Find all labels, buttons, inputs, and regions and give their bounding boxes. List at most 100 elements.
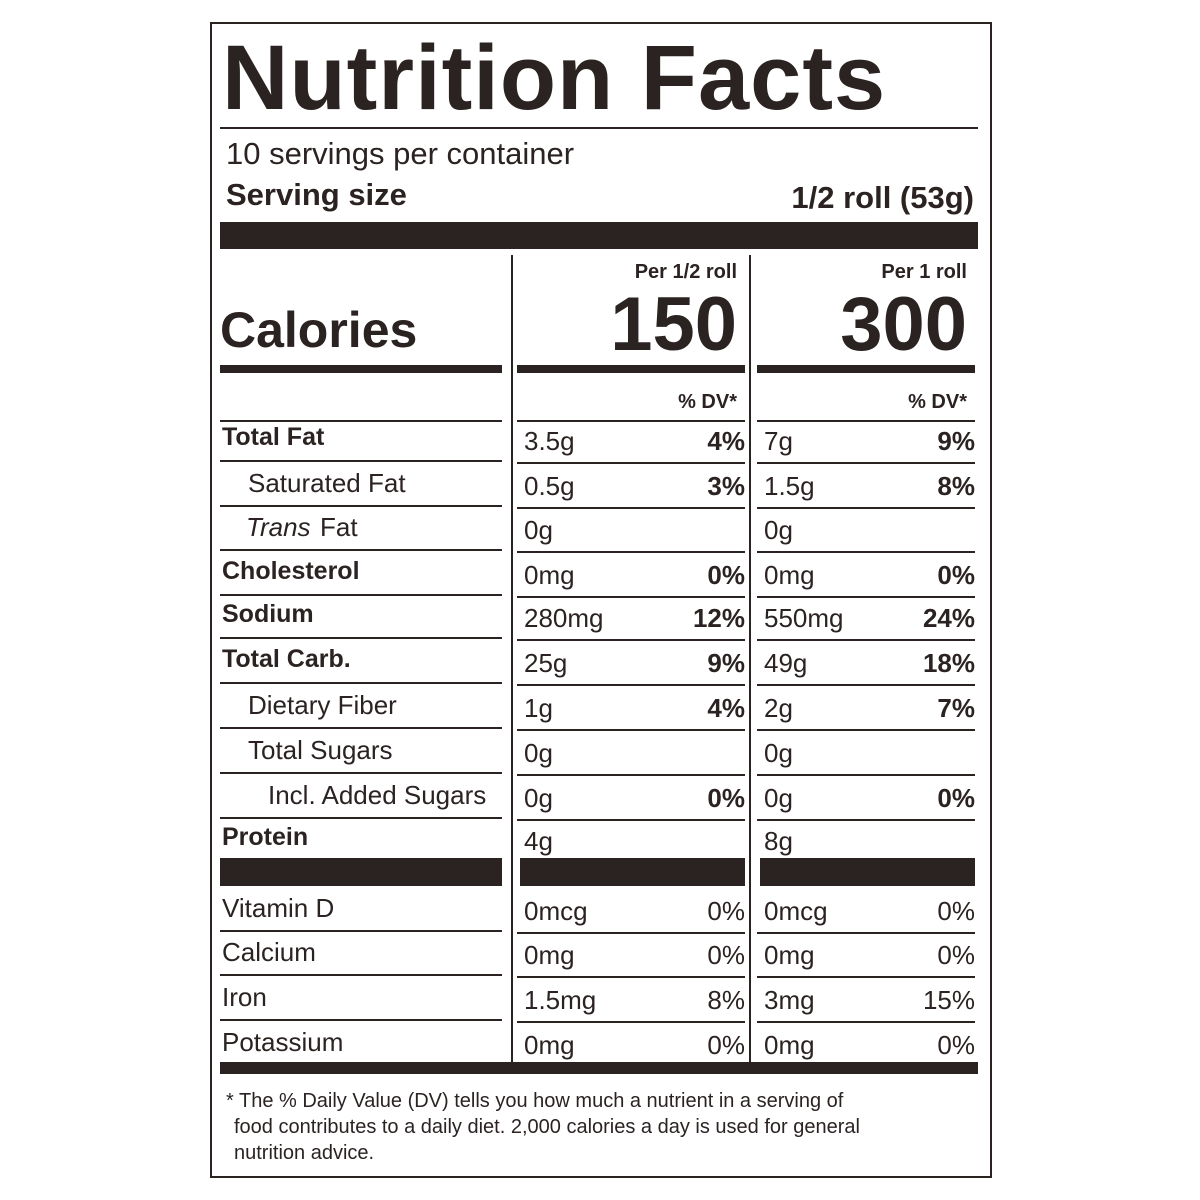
rule <box>220 460 502 462</box>
amount: 0mg <box>764 1030 815 1060</box>
daily-value: 24% <box>922 603 975 633</box>
amount: 0g <box>764 515 793 545</box>
rule <box>517 639 745 641</box>
rule <box>220 420 502 422</box>
rule <box>757 684 975 686</box>
amount: 0g <box>524 738 553 768</box>
rule <box>220 772 502 774</box>
rule <box>220 817 502 819</box>
footnote: * The % Daily Value (DV) tells you how m… <box>226 1090 844 1112</box>
thick-rule <box>520 858 745 886</box>
rule <box>757 596 975 598</box>
rule <box>757 976 975 978</box>
thick-rule <box>760 858 975 886</box>
daily-value: 0% <box>937 896 975 926</box>
rule <box>757 507 975 509</box>
thick-rule <box>757 365 975 373</box>
amount: 0mg <box>524 940 575 970</box>
thick-rule <box>220 1062 978 1074</box>
thick-rule <box>220 365 502 373</box>
daily-value: 0% <box>937 940 975 970</box>
daily-value: 0% <box>707 1030 745 1060</box>
rule <box>220 505 502 507</box>
nutrient-name: Fat <box>320 512 358 542</box>
amount: 0mg <box>524 1030 575 1060</box>
vitamin-name: Calcium <box>222 937 316 967</box>
rule <box>517 684 745 686</box>
rule <box>517 420 745 422</box>
amount: 0mg <box>524 560 575 590</box>
title: Nutrition Facts <box>222 27 887 129</box>
daily-value: 0% <box>707 560 745 590</box>
amount: 0mg <box>764 940 815 970</box>
rule <box>757 819 975 821</box>
nutrient-name: Saturated Fat <box>248 468 406 498</box>
dv-header: % DV* <box>678 391 737 413</box>
rule <box>517 729 745 731</box>
daily-value: 0% <box>937 783 975 813</box>
amount: 550mg <box>764 603 844 633</box>
amount: 280mg <box>524 603 604 633</box>
nutrient-name: Protein <box>222 823 309 851</box>
calories-value: 300 <box>840 282 967 367</box>
rule <box>517 507 745 509</box>
serving-size-value: 1/2 roll (53g) <box>791 179 974 215</box>
daily-value: 9% <box>707 648 745 678</box>
daily-value: 18% <box>922 648 975 678</box>
rule <box>220 637 502 639</box>
footnote: food contributes to a daily diet. 2,000 … <box>234 1116 860 1138</box>
amount: 0g <box>524 515 553 545</box>
calories-label: Calories <box>220 302 418 358</box>
rule <box>517 932 745 934</box>
amount: 0g <box>764 783 793 813</box>
column-header: Per 1/2 roll <box>634 261 737 283</box>
daily-value: 8% <box>707 985 745 1015</box>
amount: 25g <box>524 648 568 678</box>
amount: 1g <box>524 693 553 723</box>
thick-rule <box>220 222 978 249</box>
daily-value: 0% <box>707 896 745 926</box>
rule <box>517 551 745 553</box>
column-divider <box>511 255 513 1063</box>
rule <box>757 420 975 422</box>
dv-header: % DV* <box>908 391 967 413</box>
column-divider <box>749 255 751 1063</box>
amount: 3mg <box>764 985 815 1015</box>
rule <box>757 462 975 464</box>
daily-value: 4% <box>707 693 745 723</box>
rule <box>220 594 502 596</box>
daily-value: 9% <box>937 426 975 456</box>
nutrient-name: Total Fat <box>222 423 325 451</box>
rule <box>517 819 745 821</box>
amount: 8g <box>764 826 793 856</box>
daily-value: 0% <box>937 560 975 590</box>
rule <box>757 774 975 776</box>
vitamin-name: Vitamin D <box>222 893 335 923</box>
rule <box>517 596 745 598</box>
calories-value: 150 <box>610 282 737 367</box>
daily-value: 0% <box>707 783 745 813</box>
rule <box>220 549 502 551</box>
amount: 0mcg <box>764 896 828 926</box>
amount: 1.5g <box>764 471 815 501</box>
amount: 0g <box>764 738 793 768</box>
amount: 1.5mg <box>524 985 597 1015</box>
rule <box>220 930 502 932</box>
rule <box>517 1021 745 1023</box>
amount: 0mcg <box>524 896 588 926</box>
daily-value: 15% <box>922 985 975 1015</box>
daily-value: 0% <box>707 940 745 970</box>
serving-size-label: Serving size <box>226 176 407 212</box>
nutrient-name: Trans <box>246 512 311 542</box>
amount: 49g <box>764 648 808 678</box>
amount: 4g <box>524 826 553 856</box>
column-header: Per 1 roll <box>881 261 967 283</box>
daily-value: 12% <box>692 603 745 633</box>
nutrient-name: Incl. Added Sugars <box>268 780 487 810</box>
rule <box>220 974 502 976</box>
daily-value: 4% <box>707 426 745 456</box>
rule <box>757 1021 975 1023</box>
nutrient-name: Sodium <box>222 600 314 628</box>
rule <box>517 976 745 978</box>
